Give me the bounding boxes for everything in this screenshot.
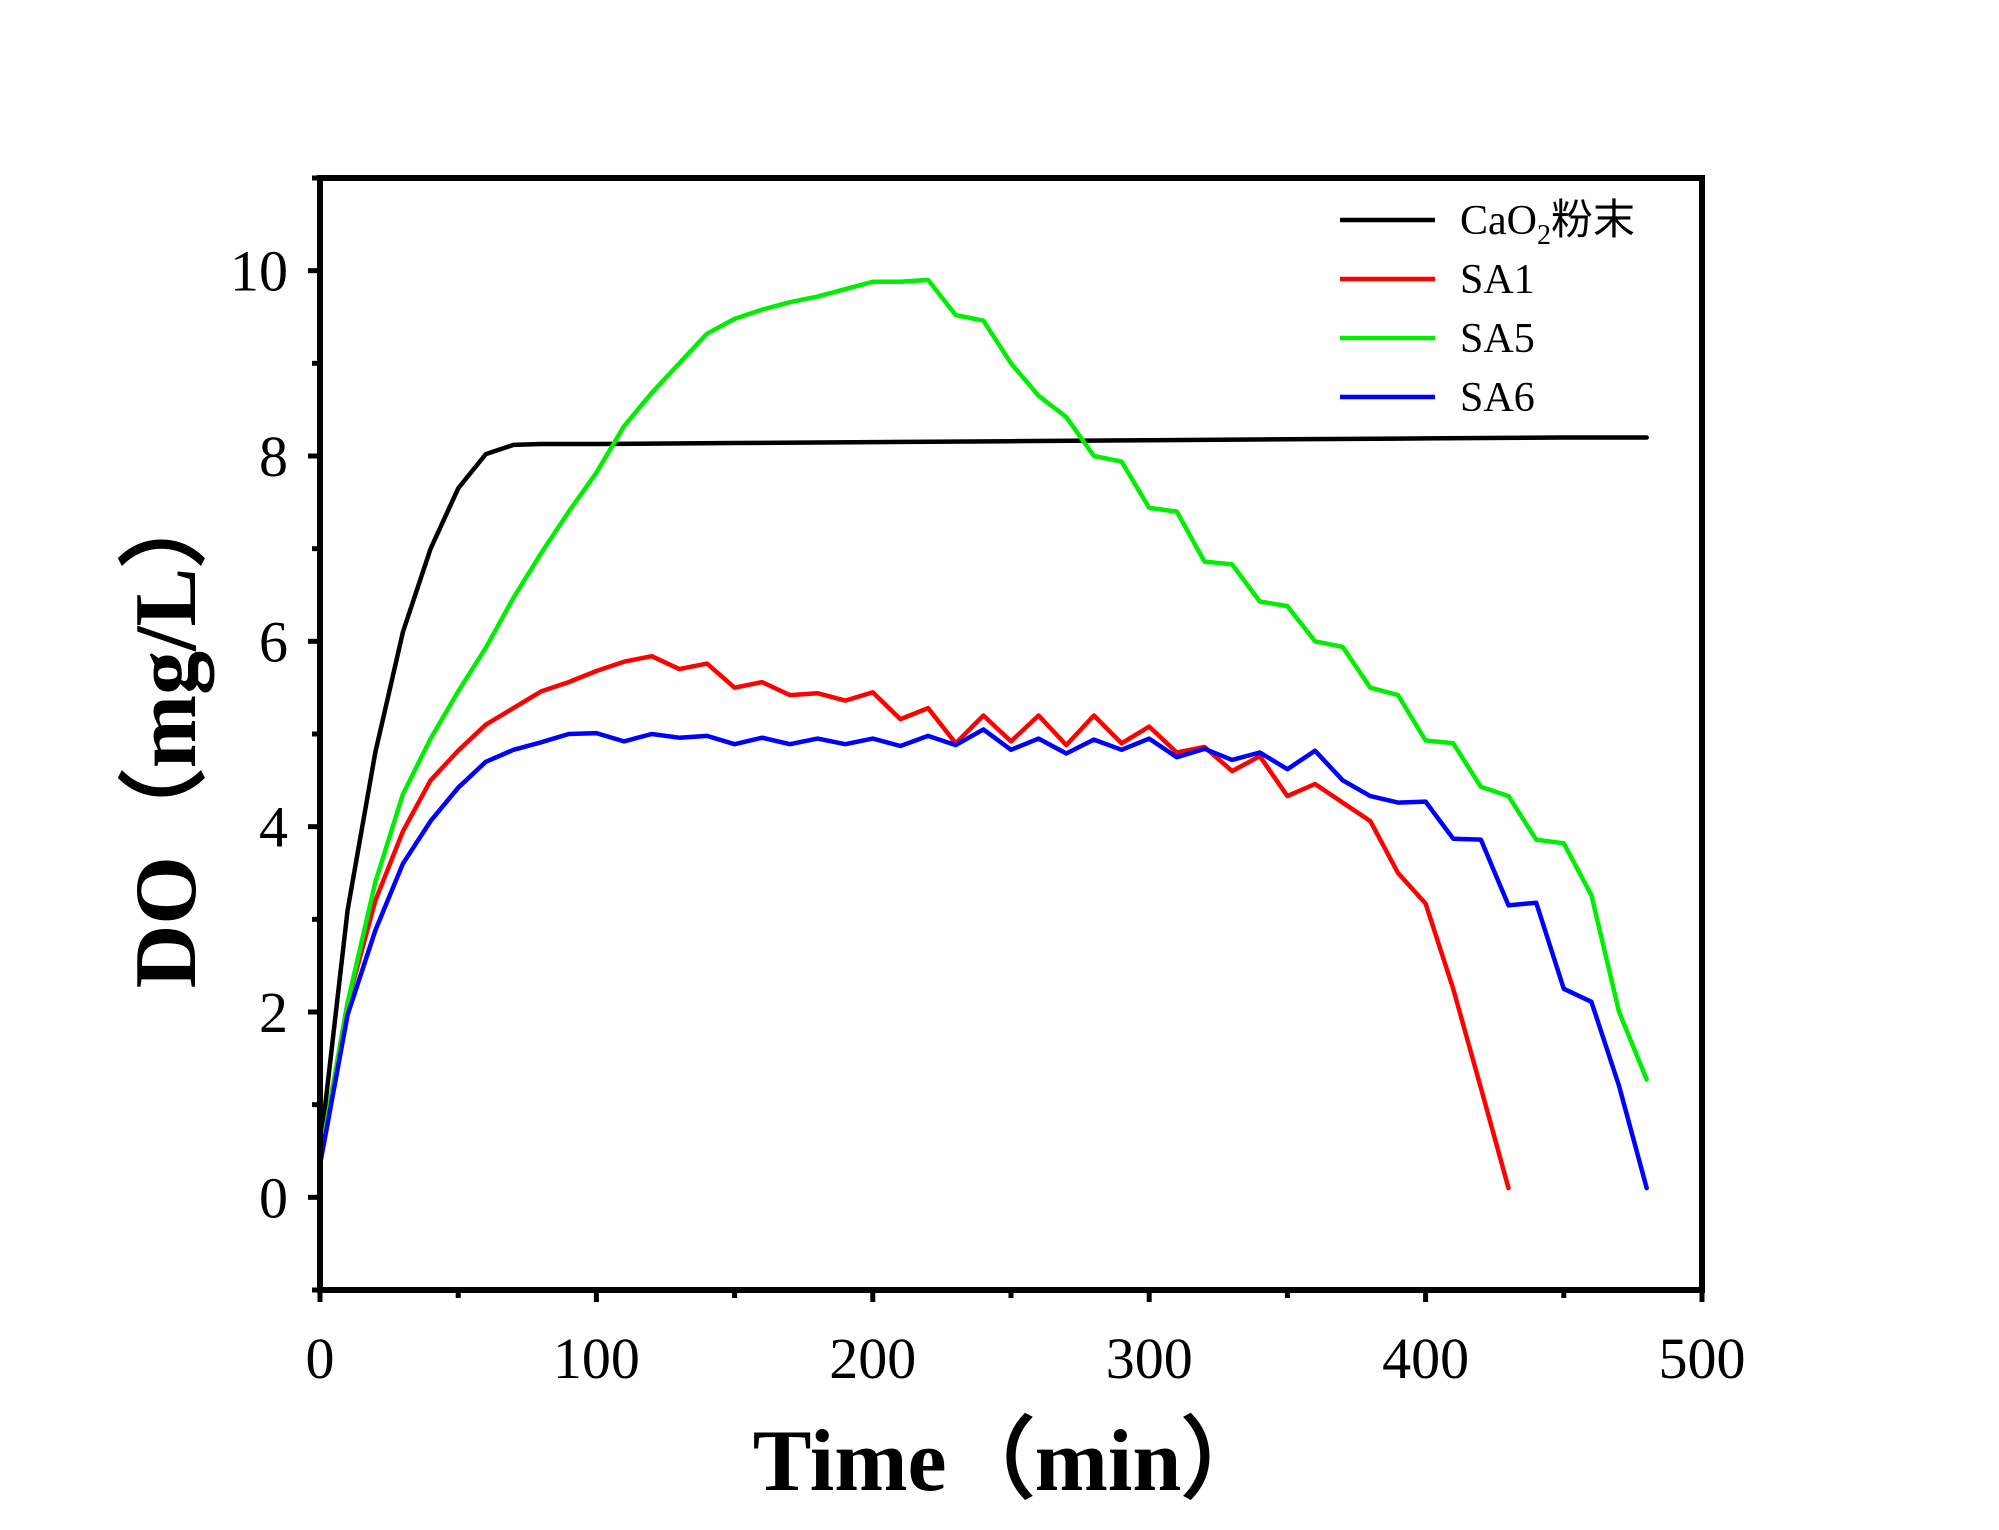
y-tick-label: 0 xyxy=(259,1165,288,1230)
x-axis-title: Time（min） xyxy=(753,1413,1270,1510)
y-axis-title: DO（mg/L） xyxy=(118,480,215,988)
legend-label-suffix: 粉末 xyxy=(1551,198,1635,244)
y-tick-label: 4 xyxy=(259,795,288,860)
legend-item: CaO2粉末 xyxy=(1340,198,1635,251)
y-tick-label: 6 xyxy=(259,609,288,674)
x-tick-label: 200 xyxy=(829,1326,916,1391)
x-tick-label: 100 xyxy=(553,1326,640,1391)
legend-label-subscript: 2 xyxy=(1537,220,1551,251)
legend-label-main: CaO xyxy=(1460,198,1537,244)
x-tick-label: 400 xyxy=(1382,1326,1469,1391)
y-tick-label: 8 xyxy=(259,424,288,489)
series-line-sa6 xyxy=(317,727,1649,1191)
legend-label: SA6 xyxy=(1460,375,1535,421)
legend-label: CaO2粉末 xyxy=(1460,198,1635,251)
legend-item: SA6 xyxy=(1340,375,1535,421)
legend-item: SA1 xyxy=(1340,257,1535,303)
series-line-sa5 xyxy=(317,277,1649,1163)
legend-label: SA5 xyxy=(1460,316,1535,362)
legend-item: SA5 xyxy=(1340,316,1535,362)
x-tick-label: 300 xyxy=(1106,1326,1193,1391)
y-tick-label: 10 xyxy=(230,239,288,304)
series-layer xyxy=(317,277,1649,1191)
series-line-cao2 xyxy=(317,435,1649,1154)
axes-layer: 0 100 200 300 400 500 0 2 4 6 8 10 xyxy=(230,175,1746,1391)
y-tick-label: 2 xyxy=(259,980,288,1045)
legend-label: SA1 xyxy=(1460,257,1535,303)
legend: CaO2粉末 SA1 SA5 SA6 xyxy=(1340,198,1635,421)
x-tick-label: 0 xyxy=(306,1326,335,1391)
x-tick-label: 500 xyxy=(1659,1326,1746,1391)
series-line-sa1 xyxy=(317,653,1511,1191)
